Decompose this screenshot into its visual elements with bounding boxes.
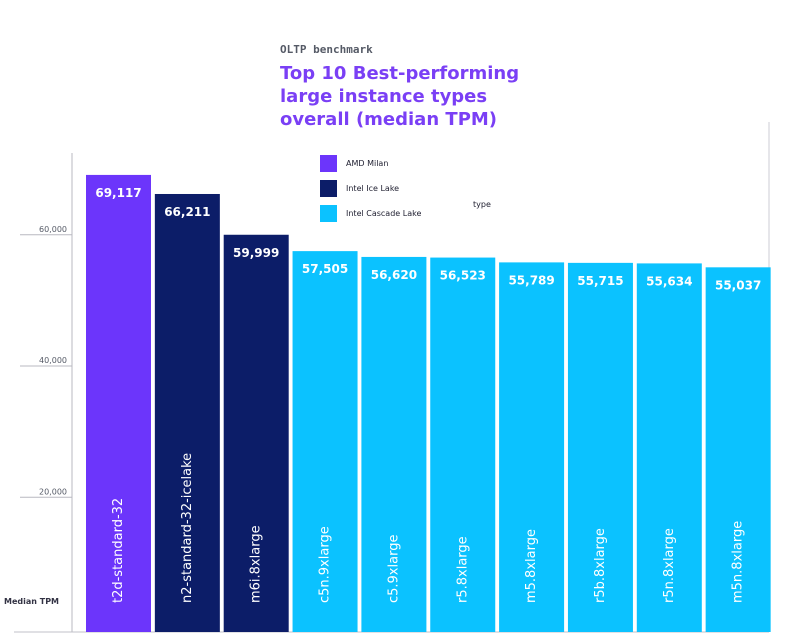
- category-label: t2d-standard-32: [111, 498, 126, 603]
- bar-value-label: 55,634: [646, 274, 692, 288]
- legend-swatch: [320, 155, 337, 172]
- bar: [154, 193, 220, 633]
- bar-value-label: 56,620: [371, 268, 417, 282]
- bar-value-label: 55,715: [577, 274, 623, 288]
- y-tick-label: 40,000: [39, 356, 67, 365]
- bar: [567, 262, 633, 632]
- bar-value-label: 55,789: [508, 273, 554, 287]
- bar-value-label: 57,505: [302, 262, 348, 276]
- legend-label: Intel Cascade Lake: [346, 209, 421, 218]
- bar: [361, 256, 427, 632]
- category-label: n2-standard-32-icelake: [180, 453, 195, 603]
- legend-label: AMD Milan: [346, 159, 388, 168]
- bar: [499, 262, 565, 632]
- bar-value-label: 59,999: [233, 246, 279, 260]
- chart-subtitle: OLTP benchmark: [280, 43, 373, 56]
- category-label: c5n.9xlarge: [318, 526, 333, 603]
- category-label: c5.9xlarge: [386, 535, 401, 603]
- legend-label: Intel Ice Lake: [346, 184, 399, 193]
- chart-title: Top 10 Best-performing large instance ty…: [280, 63, 520, 130]
- bar: [292, 251, 358, 632]
- bar: [705, 267, 771, 632]
- legend-swatch: [320, 205, 337, 222]
- bar-value-label: 66,211: [164, 205, 210, 219]
- bar-value-label: 56,523: [440, 269, 486, 283]
- category-label: r5b.8xlarge: [593, 528, 608, 603]
- bar: [223, 234, 289, 632]
- bar: [430, 257, 496, 632]
- y-tick-label: 20,000: [39, 487, 67, 496]
- y-tick-label: 60,000: [39, 225, 67, 234]
- bar: [636, 263, 702, 632]
- category-label: r5.8xlarge: [455, 536, 470, 603]
- legend: AMD Milan Intel Ice Lake Intel Cascade Lak…: [320, 155, 421, 222]
- bar: [86, 174, 151, 633]
- bars: 69,117 t2d-standard-32 66,211 n2-standard-3…: [86, 174, 771, 633]
- legend-title: type: [473, 200, 491, 209]
- y-axis-label: Median TPM: [4, 597, 59, 606]
- bar-value-label: 69,117: [95, 186, 141, 200]
- category-label: m5n.8xlarge: [731, 521, 746, 603]
- legend-swatch: [320, 180, 337, 197]
- category-label: r5n.8xlarge: [662, 528, 677, 603]
- bar-value-label: 55,037: [715, 278, 761, 292]
- category-label: m6i.8xlarge: [249, 525, 264, 603]
- category-label: m5.8xlarge: [524, 529, 539, 603]
